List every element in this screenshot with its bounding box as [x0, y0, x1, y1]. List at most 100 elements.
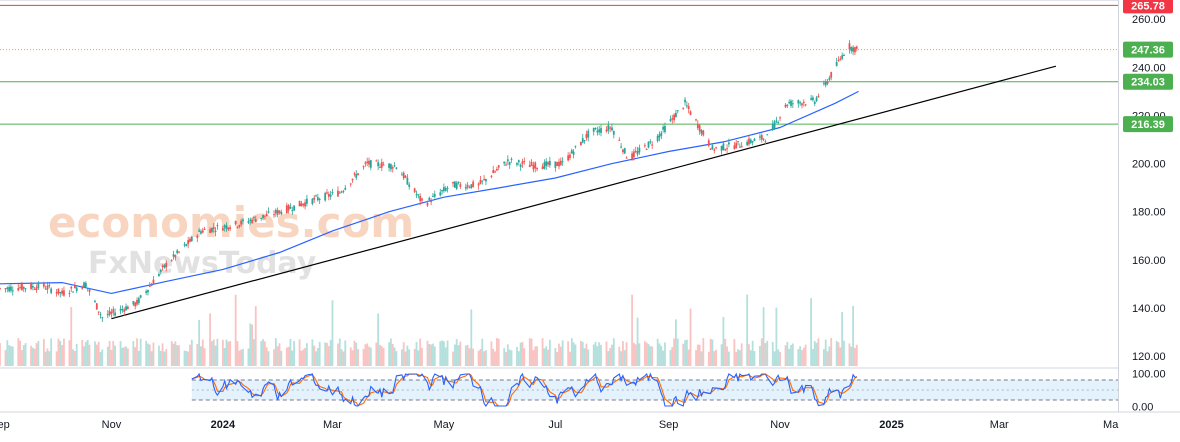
candle[interactable] — [390, 163, 392, 173]
candle[interactable] — [196, 234, 199, 243]
candle[interactable] — [543, 159, 546, 170]
candle[interactable] — [647, 141, 650, 149]
candle[interactable] — [771, 120, 774, 131]
candle[interactable] — [444, 186, 447, 192]
candle[interactable] — [35, 284, 38, 293]
candle[interactable] — [344, 184, 347, 191]
candle[interactable] — [837, 56, 840, 62]
candle[interactable] — [700, 129, 703, 137]
candle[interactable] — [139, 294, 142, 299]
candle[interactable] — [709, 148, 712, 151]
candle[interactable] — [379, 163, 381, 169]
candle[interactable] — [702, 129, 705, 137]
candle[interactable] — [784, 102, 787, 109]
candle[interactable] — [327, 191, 330, 201]
candle[interactable] — [147, 289, 149, 296]
candle[interactable] — [240, 218, 243, 227]
candle[interactable] — [523, 157, 526, 165]
candle[interactable] — [148, 281, 151, 288]
candle[interactable] — [289, 203, 292, 210]
candle[interactable] — [506, 155, 509, 166]
candle[interactable] — [221, 225, 224, 231]
candle[interactable] — [711, 143, 714, 150]
candle[interactable] — [472, 179, 475, 188]
candle[interactable] — [556, 161, 559, 167]
candle[interactable] — [33, 286, 36, 290]
candle[interactable] — [263, 215, 266, 220]
candle[interactable] — [643, 143, 646, 148]
candle[interactable] — [311, 198, 314, 206]
candle[interactable] — [236, 226, 239, 229]
candle[interactable] — [428, 196, 431, 201]
candle[interactable] — [200, 229, 202, 235]
candle[interactable] — [176, 248, 179, 255]
candle[interactable] — [707, 138, 710, 148]
candle[interactable] — [620, 142, 623, 149]
candle[interactable] — [682, 107, 685, 110]
candle[interactable] — [183, 242, 186, 248]
candle[interactable] — [503, 161, 506, 167]
candle[interactable] — [569, 152, 571, 161]
candle[interactable] — [490, 174, 493, 179]
candle[interactable] — [238, 224, 241, 229]
candle[interactable] — [388, 162, 391, 172]
candle[interactable] — [459, 181, 462, 189]
candle[interactable] — [73, 282, 76, 289]
candle[interactable] — [824, 79, 827, 88]
candle[interactable] — [57, 288, 60, 296]
candle[interactable] — [656, 133, 659, 143]
candle[interactable] — [280, 209, 283, 216]
candle[interactable] — [815, 95, 818, 103]
candle[interactable] — [804, 103, 807, 107]
candle[interactable] — [740, 142, 743, 148]
candle[interactable] — [426, 200, 429, 208]
candle[interactable] — [287, 204, 290, 214]
candle[interactable] — [318, 197, 321, 205]
candle[interactable] — [190, 235, 193, 243]
candle[interactable] — [466, 181, 469, 190]
candle[interactable] — [766, 133, 769, 136]
candle[interactable] — [810, 94, 812, 101]
candle[interactable] — [455, 180, 458, 191]
candle[interactable] — [242, 218, 244, 225]
candle[interactable] — [733, 141, 736, 150]
candle[interactable] — [801, 102, 803, 109]
candle[interactable] — [545, 158, 548, 170]
candle[interactable] — [112, 306, 115, 317]
candle[interactable] — [788, 99, 791, 105]
candle[interactable] — [324, 191, 327, 202]
candle[interactable] — [132, 300, 135, 307]
candle[interactable] — [209, 227, 211, 234]
candle[interactable] — [791, 99, 794, 108]
candle[interactable] — [380, 158, 383, 172]
candle[interactable] — [417, 194, 420, 199]
candle[interactable] — [110, 308, 113, 318]
candle[interactable] — [331, 188, 334, 196]
candle[interactable] — [441, 189, 443, 195]
candle[interactable] — [119, 305, 122, 315]
candle[interactable] — [561, 157, 564, 166]
candle[interactable] — [413, 187, 416, 193]
candle[interactable] — [393, 162, 396, 168]
candle[interactable] — [505, 161, 507, 166]
candle[interactable] — [421, 197, 423, 204]
candle[interactable] — [830, 71, 833, 81]
candle[interactable] — [468, 185, 471, 189]
candle[interactable] — [592, 127, 595, 136]
candle[interactable] — [382, 161, 385, 166]
candle[interactable] — [63, 286, 65, 297]
candle[interactable] — [99, 311, 102, 319]
candle[interactable] — [775, 116, 778, 124]
candle[interactable] — [516, 162, 518, 167]
candle[interactable] — [11, 286, 14, 296]
candle[interactable] — [21, 281, 23, 291]
candle[interactable] — [443, 183, 445, 193]
candle[interactable] — [114, 308, 116, 318]
candle[interactable] — [338, 191, 341, 194]
candle[interactable] — [329, 191, 332, 200]
candle[interactable] — [689, 110, 692, 116]
candle[interactable] — [369, 159, 372, 171]
candle[interactable] — [554, 161, 557, 172]
candle[interactable] — [587, 128, 590, 142]
